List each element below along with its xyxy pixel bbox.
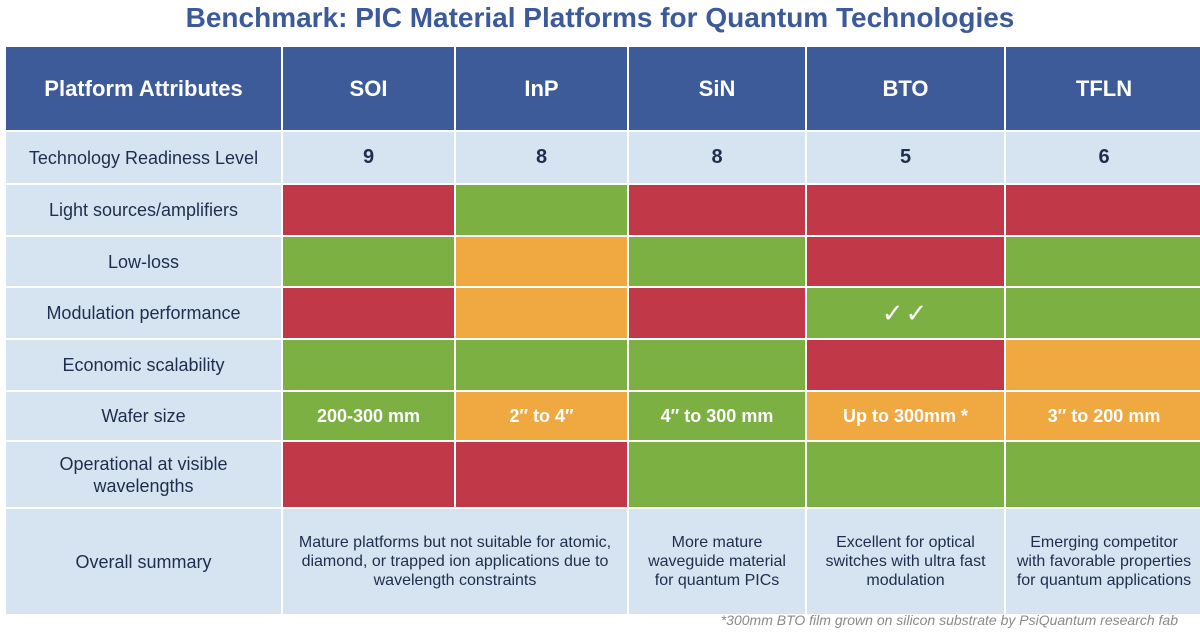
trl-tfln: 6	[1006, 132, 1200, 183]
scalability-sin	[629, 340, 805, 390]
header-tfln: TFLN	[1006, 47, 1200, 130]
row-label-trl: Technology Readiness Level	[6, 132, 281, 183]
light-sources-sin	[629, 185, 805, 235]
scalability-soi	[283, 340, 454, 390]
visible-tfln	[1006, 442, 1200, 507]
header-bto: BTO	[807, 47, 1004, 130]
low-loss-bto	[807, 237, 1004, 286]
modulation-soi	[283, 288, 454, 338]
header-inp: InP	[456, 47, 627, 130]
low-loss-sin	[629, 237, 805, 286]
wafer-size-tfln: 3″ to 200 mm	[1006, 392, 1200, 440]
trl-soi: 9	[283, 132, 454, 183]
visible-soi	[283, 442, 454, 507]
low-loss-inp	[456, 237, 627, 286]
light-sources-tfln	[1006, 185, 1200, 235]
trl-bto: 5	[807, 132, 1004, 183]
summary-bto: Excellent for optical switches with ultr…	[807, 509, 1004, 614]
wafer-size-inp: 2″ to 4″	[456, 392, 627, 440]
scalability-inp	[456, 340, 627, 390]
row-label-wafer-size: Wafer size	[6, 392, 281, 440]
double-check-icon: ✓✓	[881, 297, 930, 328]
row-label-low-loss: Low-loss	[6, 237, 281, 286]
light-sources-bto	[807, 185, 1004, 235]
scalability-tfln	[1006, 340, 1200, 390]
footnote: *300mm BTO film grown on silicon substra…	[720, 612, 1178, 628]
wafer-size-bto: Up to 300mm *	[807, 392, 1004, 440]
trl-sin: 8	[629, 132, 805, 183]
visible-sin	[629, 442, 805, 507]
summary-soi-inp: Mature platforms but not suitable for at…	[283, 509, 627, 614]
summary-tfln: Emerging competitor with favorable prope…	[1006, 509, 1200, 614]
row-label-modulation: Modulation performance	[6, 288, 281, 338]
header-soi: SOI	[283, 47, 454, 130]
row-label-overall-summary: Overall summary	[6, 509, 281, 614]
header-attributes: Platform Attributes	[6, 47, 281, 130]
benchmark-table: Platform Attributes SOI InP SiN BTO TFLN…	[6, 47, 1200, 614]
summary-sin: More mature waveguide material for quant…	[629, 509, 805, 614]
modulation-sin	[629, 288, 805, 338]
wafer-size-sin: 4″ to 300 mm	[629, 392, 805, 440]
modulation-inp	[456, 288, 627, 338]
modulation-bto: ✓✓	[807, 288, 1004, 338]
light-sources-inp	[456, 185, 627, 235]
row-label-light-sources: Light sources/amplifiers	[6, 185, 281, 235]
row-label-visible-wavelengths: Operational at visible wavelengths	[6, 442, 281, 507]
row-label-economic-scalability: Economic scalability	[6, 340, 281, 390]
low-loss-soi	[283, 237, 454, 286]
trl-inp: 8	[456, 132, 627, 183]
chart-title: Benchmark: PIC Material Platforms for Qu…	[185, 2, 1015, 33]
light-sources-soi	[283, 185, 454, 235]
modulation-tfln	[1006, 288, 1200, 338]
scalability-bto	[807, 340, 1004, 390]
wafer-size-soi: 200-300 mm	[283, 392, 454, 440]
visible-inp	[456, 442, 627, 507]
low-loss-tfln	[1006, 237, 1200, 286]
visible-bto	[807, 442, 1004, 507]
header-sin: SiN	[629, 47, 805, 130]
